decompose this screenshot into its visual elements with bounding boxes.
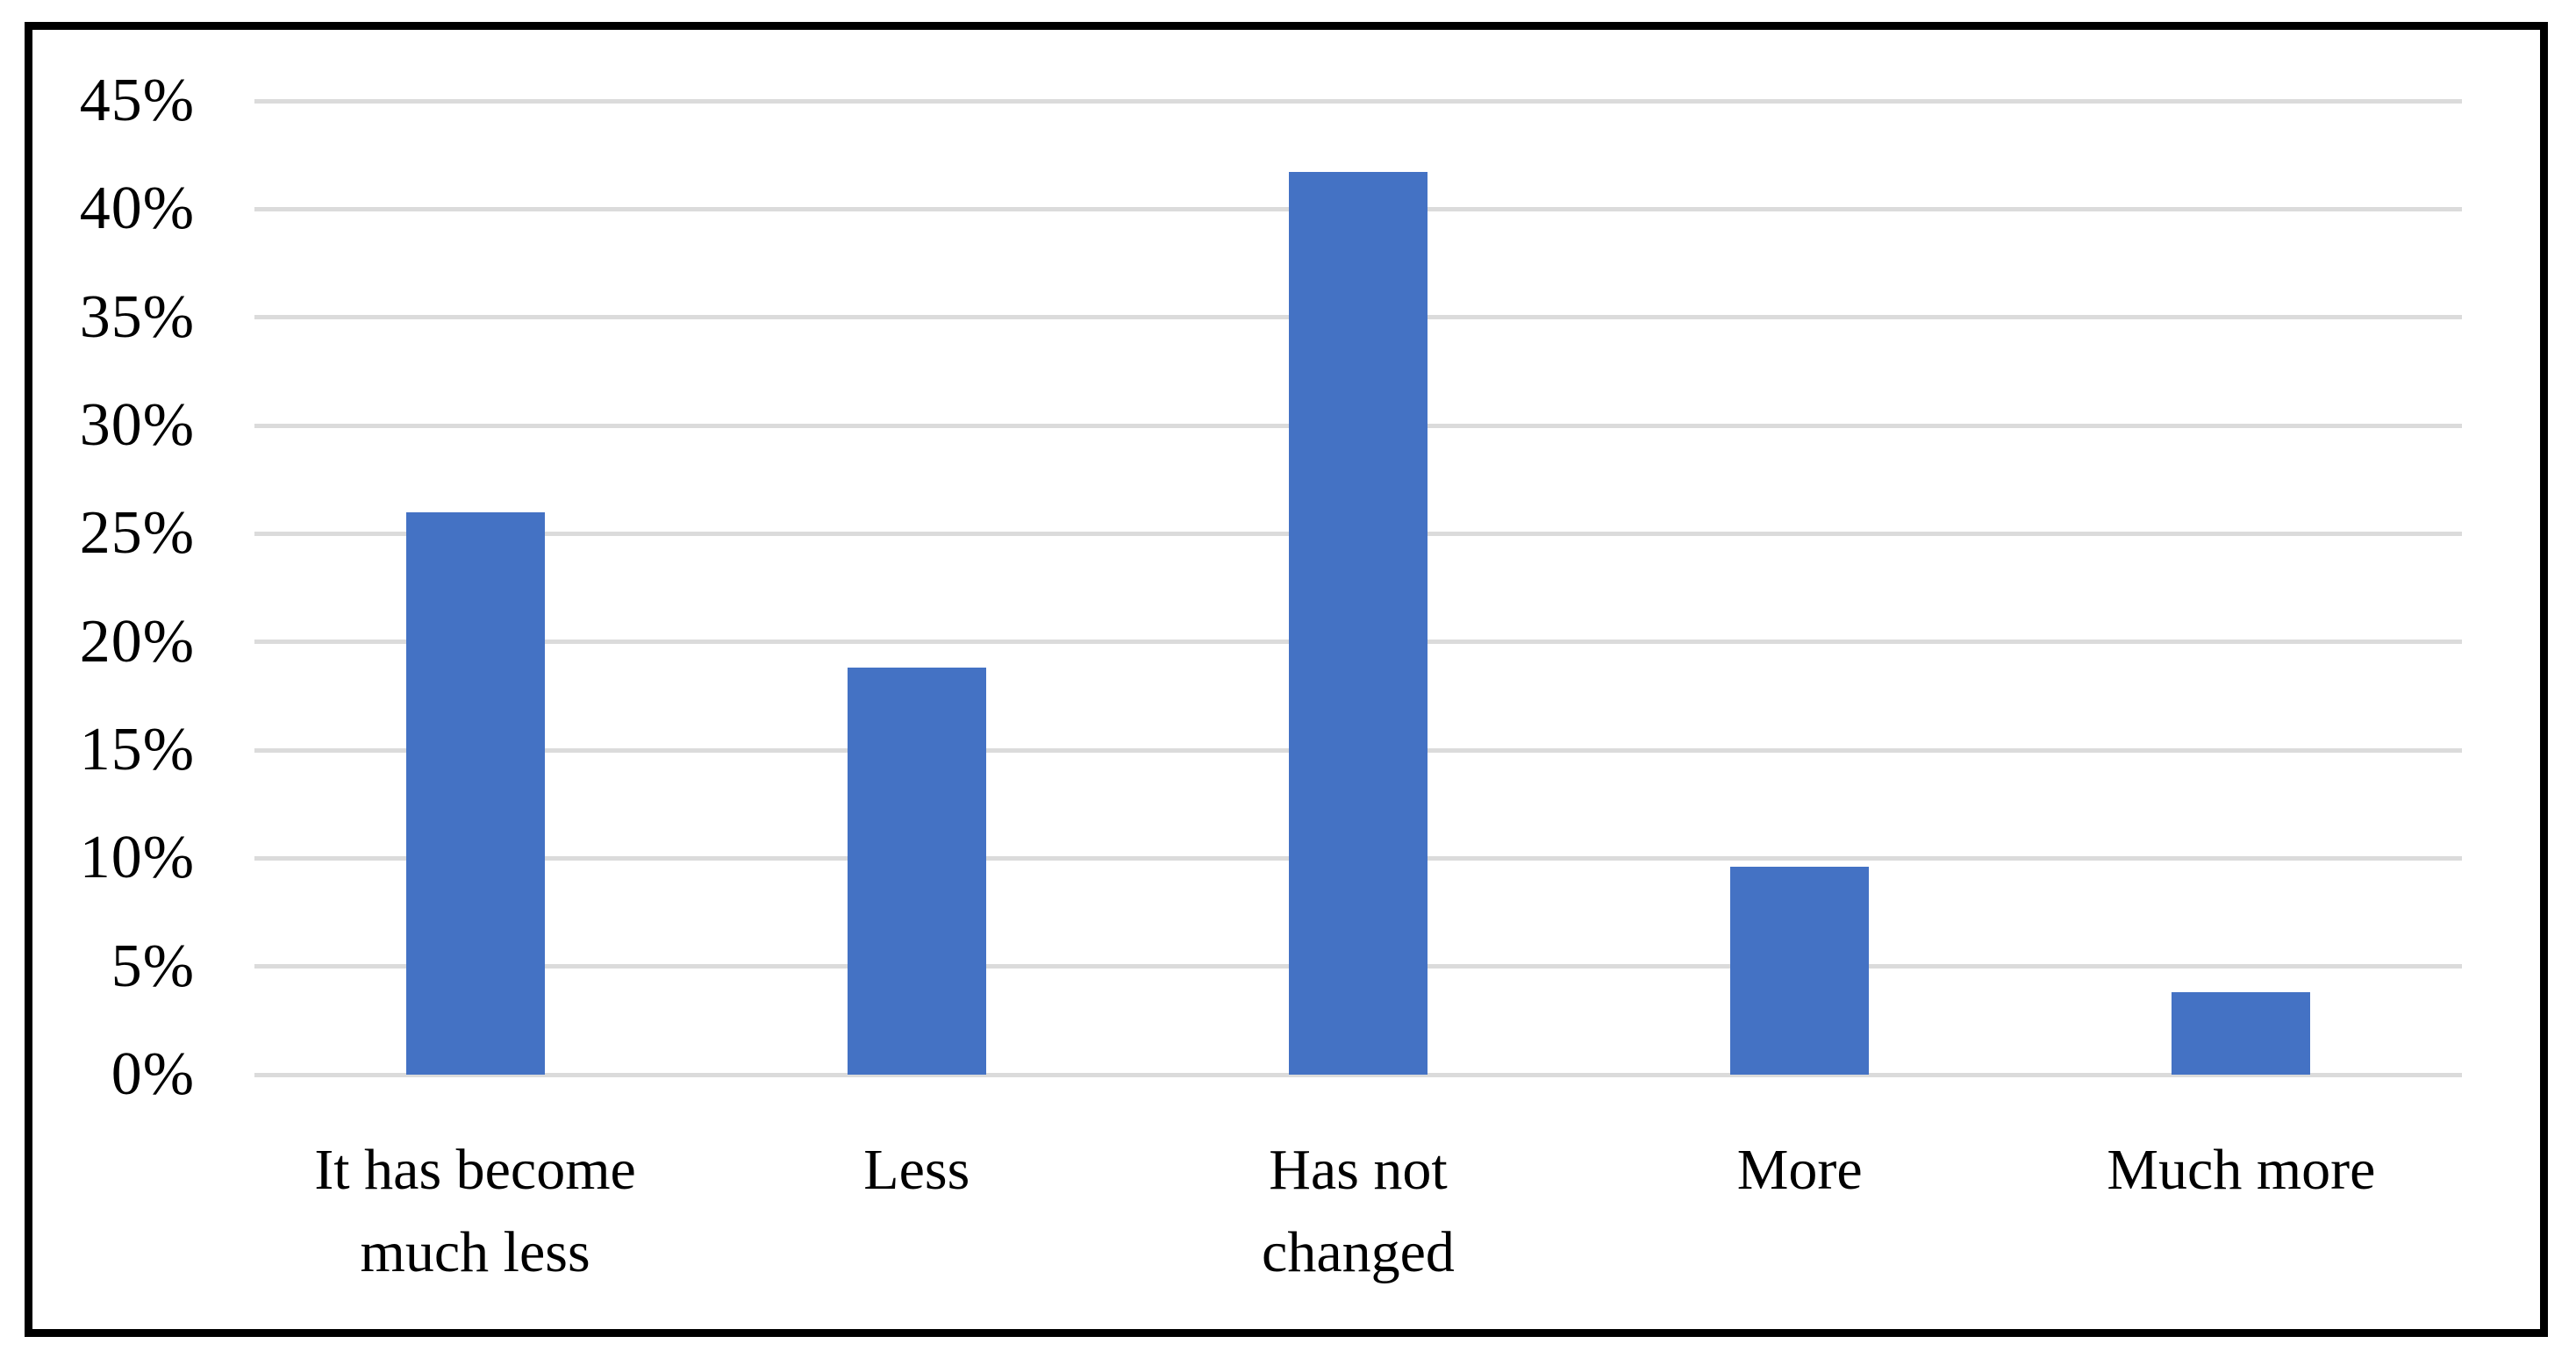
- gridline-45%: [254, 98, 2462, 104]
- gridline-0%: [254, 1072, 2462, 1077]
- y-tick-label: 40%: [79, 175, 195, 243]
- x-category-label: Has not changed: [1262, 1138, 1455, 1284]
- bar-it-has-become-much-less: [405, 511, 545, 1075]
- bar-more: [1730, 867, 1870, 1075]
- y-tick-label: 15%: [79, 716, 195, 783]
- y-tick-label: 25%: [79, 499, 195, 568]
- y-tick-label: 35%: [79, 282, 195, 351]
- y-tick-label: 0%: [111, 1040, 195, 1108]
- bar-much-more: [2172, 992, 2311, 1075]
- x-category-label: More: [1736, 1138, 1863, 1202]
- y-tick-label: 45%: [79, 67, 195, 134]
- x-category-label: It has become much less: [314, 1138, 636, 1284]
- y-tick-label: 5%: [111, 932, 195, 1000]
- y-tick-label: 10%: [79, 824, 195, 892]
- x-category-label: Much more: [2107, 1138, 2376, 1202]
- bar-has-not-changed: [1289, 172, 1428, 1075]
- y-tick-label: 20%: [79, 607, 195, 675]
- x-category-label: Less: [863, 1138, 970, 1202]
- bar-less: [847, 668, 986, 1075]
- y-tick-label: 30%: [79, 391, 195, 459]
